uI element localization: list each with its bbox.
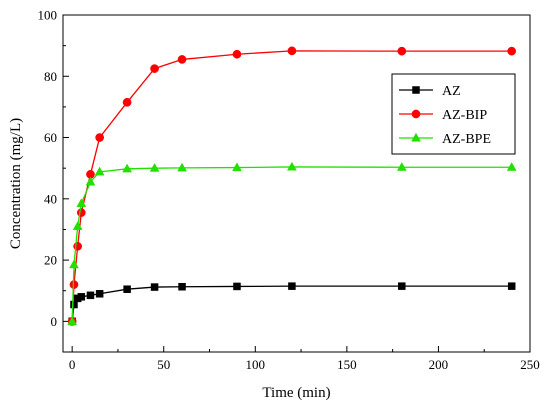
data-point: [397, 46, 407, 56]
legend-marker: [411, 109, 421, 119]
data-point: [67, 316, 78, 325]
y-tick-label: 0: [51, 314, 58, 329]
legend-marker: [412, 86, 420, 94]
data-point: [76, 198, 87, 207]
series-line: [71, 166, 512, 322]
x-tick-label: 200: [429, 357, 449, 372]
x-tick-label: 100: [246, 357, 266, 372]
x-axis: 0 50 100 150 200 250: [69, 346, 540, 372]
data-point: [95, 290, 104, 298]
data-point: [232, 49, 242, 59]
x-tick-label: 0: [69, 357, 76, 372]
legend-label: AZ-BPE: [442, 132, 491, 147]
legend-label: AZ: [442, 84, 461, 99]
data-point: [123, 285, 131, 293]
y-axis: 0 20 40 60 80 100: [38, 8, 69, 329]
legend-item: AZ-BIP: [399, 108, 487, 123]
series-az-bpe: [67, 161, 517, 325]
data-point: [122, 163, 132, 173]
data-point: [77, 293, 86, 301]
data-point: [95, 133, 104, 142]
x-tick-label: 150: [337, 357, 357, 372]
series-line: [71, 285, 512, 322]
data-point: [150, 64, 159, 73]
data-point: [288, 282, 296, 290]
data-point: [76, 208, 86, 217]
data-point: [85, 176, 96, 186]
x-tick-label: 250: [520, 357, 540, 372]
y-tick-label: 40: [44, 191, 57, 206]
legend-label: AZ-BIP: [442, 108, 487, 123]
data-point: [94, 166, 105, 176]
series-az: [68, 282, 516, 326]
y-tick-label: 60: [44, 130, 57, 145]
data-point: [398, 282, 406, 290]
data-point: [507, 46, 517, 56]
y-tick-label: 20: [44, 253, 57, 268]
data-point: [232, 162, 242, 172]
x-tick-label: 50: [157, 357, 170, 372]
y-tick-label: 80: [44, 69, 57, 84]
y-axis-title: Concentration (mg/L): [8, 118, 24, 249]
data-point: [177, 55, 187, 64]
data-point: [149, 162, 160, 172]
data-point: [72, 221, 83, 230]
data-point: [177, 162, 187, 172]
data-point: [507, 282, 516, 290]
data-point: [506, 162, 517, 171]
legend-item: AZ: [399, 84, 461, 99]
legend-marker: [411, 132, 421, 142]
data-point: [122, 97, 132, 107]
plot-frame: [62, 14, 531, 353]
x-axis-title: Time (min): [262, 385, 330, 401]
data-point: [69, 259, 79, 269]
y-tick-label: 100: [38, 8, 58, 23]
series-layer: [67, 46, 517, 326]
data-point: [233, 282, 241, 291]
data-point: [178, 282, 186, 291]
legend: AZ AZ-BIP AZ-BPE: [391, 73, 516, 155]
data-point: [150, 283, 159, 291]
data-point: [73, 241, 83, 251]
data-point: [86, 291, 95, 300]
data-point: [396, 162, 407, 171]
data-point: [287, 161, 297, 171]
legend-item: AZ-BPE: [399, 132, 491, 147]
data-point: [287, 46, 297, 56]
